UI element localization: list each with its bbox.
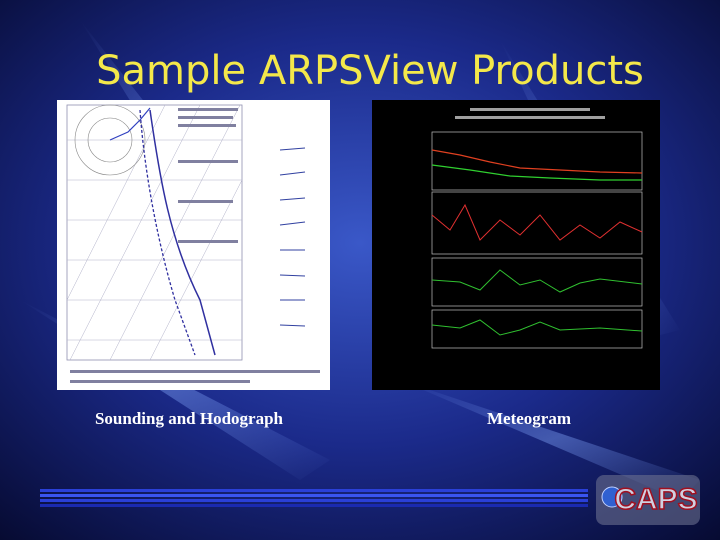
footer-rules xyxy=(40,489,588,507)
sounding-image xyxy=(57,100,330,390)
logo: CAPS xyxy=(596,475,700,525)
panel-caption: Meteogram xyxy=(487,409,571,428)
slide-title: Sample ARPSView Products xyxy=(96,48,644,94)
meteogram-image xyxy=(372,100,660,390)
logo-text: CAPS xyxy=(614,483,697,516)
panel-caption: Sounding and Hodograph xyxy=(95,409,284,428)
